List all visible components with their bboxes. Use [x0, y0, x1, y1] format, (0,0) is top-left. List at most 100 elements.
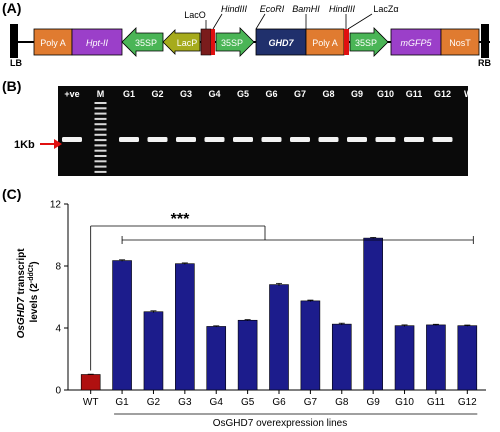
ladder-band: [94, 102, 107, 104]
marker-1kb-label: 1Kb: [14, 139, 35, 151]
y-tick-label: 8: [55, 262, 61, 273]
bar-g2: [143, 311, 164, 391]
sp35-label-2: 35SP: [221, 38, 243, 48]
rb-label: RB: [478, 58, 491, 68]
lacp-arrow: [162, 29, 201, 55]
sp35-arrow-3: [349, 27, 389, 57]
gel-lane-label: G9: [351, 89, 363, 99]
sp35-label-3: 35SP: [355, 38, 377, 48]
y-tick-label: 4: [55, 324, 61, 335]
gel-lane-label: G7: [294, 89, 306, 99]
ladder-band: [94, 112, 107, 115]
x-axis-label: OsGHD7 overexpression lines: [213, 418, 348, 429]
rb-border: [481, 24, 489, 58]
chart-plot-area: 0 4 8 12 WT G1 G2 G3 G4 G5 G6 G7 G8 G9 G10 G11 G12 ***: [50, 200, 486, 415]
gel-image: +ve M G1 G2 G3 G4 G5 G6 G7 G8 G9 G10 G11 G12 WT: [58, 86, 478, 176]
laczalpha-label: LacZα: [373, 4, 398, 14]
lb-border: [10, 24, 18, 58]
gel-lane-label: G11: [406, 89, 423, 99]
gel-band: [147, 137, 168, 142]
laco-label: LacO: [184, 10, 206, 20]
hpt-box: [71, 28, 123, 56]
bar-wt: [80, 374, 101, 391]
x-tick-label: G2: [147, 397, 161, 408]
x-tick-label: G10: [395, 397, 414, 408]
gel-band: [404, 137, 424, 142]
ladder-band: [94, 139, 107, 142]
y-tick-label: 0: [55, 386, 61, 397]
laco-site: [200, 28, 212, 56]
x-tick-label: G7: [304, 397, 318, 408]
y-axis-label: OsGHD7 transcript levels (2-ddCt): [16, 246, 40, 339]
gel-band: [233, 137, 253, 142]
mgfp5-label: mGFP5: [400, 38, 432, 48]
gel-band: [318, 137, 339, 142]
red-arrow-icon: [40, 139, 62, 149]
ghd7-label: GHD7: [268, 38, 294, 48]
gel-band: [176, 137, 196, 142]
gel-lane-label: G3: [180, 89, 192, 99]
gel-band: [261, 137, 282, 142]
bar-g8: [331, 323, 352, 391]
nost-label: NosT: [449, 38, 471, 48]
ladder-band: [94, 149, 107, 152]
bar-g12: [457, 325, 478, 391]
bar-g10: [394, 325, 415, 391]
gel-lane-label: G8: [322, 89, 334, 99]
x-tick-label: G1: [115, 397, 129, 408]
gel-band: [204, 137, 225, 142]
ladder-band: [94, 128, 107, 131]
gel-lane-label: G12: [434, 89, 451, 99]
sp35-arrow-2: [215, 27, 255, 57]
ecori-label: EcoRI: [260, 4, 285, 14]
ladder-band: [94, 160, 107, 163]
bamhi-label: BamHI: [292, 4, 320, 14]
bar-g1: [112, 260, 132, 391]
panel-c-label: (C): [2, 186, 22, 202]
bar-g5: [237, 319, 258, 391]
gel-band: [290, 137, 310, 142]
bar-g4: [206, 326, 227, 391]
lacp-label: LacP: [177, 38, 198, 48]
gel-lane-label: +ve: [64, 89, 79, 99]
hind-label-2: HindIII: [329, 4, 356, 14]
gel-band: [347, 137, 367, 142]
bar-g7: [300, 300, 321, 391]
significance-stars: ***: [171, 211, 190, 228]
ladder-band: [94, 123, 107, 126]
gel-lane-label: G10: [377, 89, 394, 99]
polya-label-1: Poly A: [40, 38, 66, 48]
x-tick-label: G6: [272, 397, 286, 408]
ladder-band: [94, 107, 107, 110]
x-tick-label: G8: [335, 397, 349, 408]
bar-g9: [363, 237, 383, 391]
x-tick-label: G11: [427, 397, 446, 408]
gel-svg: +ve M G1 G2 G3 G4 G5 G6 G7 G8 G9 G10 G11 G12 WT: [62, 89, 478, 173]
bar-g11: [426, 324, 446, 391]
gel-lane-label: G2: [151, 89, 163, 99]
hind-site-2: [344, 29, 349, 55]
vector-map: LB RB Poly A Hpt-II 35SP LacP 35SP GHD7 …: [10, 4, 491, 68]
hpt-label: Hpt-II: [86, 38, 109, 48]
panel-a-label: (A): [2, 0, 22, 16]
gel-band: [432, 137, 453, 142]
ladder-band: [94, 155, 107, 157]
bar-g6: [269, 284, 289, 391]
panel-b-label: (B): [2, 78, 22, 94]
ladder-band: [94, 165, 107, 168]
x-tick-label: G9: [366, 397, 380, 408]
x-tick-label: WT: [83, 397, 99, 408]
gel-lane-label: WT: [464, 89, 468, 99]
gel-lane-label: M: [97, 89, 105, 99]
polya-box-2: [305, 28, 345, 56]
bar-g3: [175, 263, 195, 391]
gel-lane-label: G1: [123, 89, 135, 99]
nost-box: [440, 28, 480, 56]
y-tick-label: 12: [50, 200, 62, 211]
gel-band: [62, 137, 82, 142]
lb-label: LB: [10, 58, 22, 68]
gel-lane-label: G5: [237, 89, 249, 99]
mgfp5-box: [390, 28, 442, 56]
gel-band: [375, 137, 396, 142]
ladder-band: [94, 117, 107, 120]
